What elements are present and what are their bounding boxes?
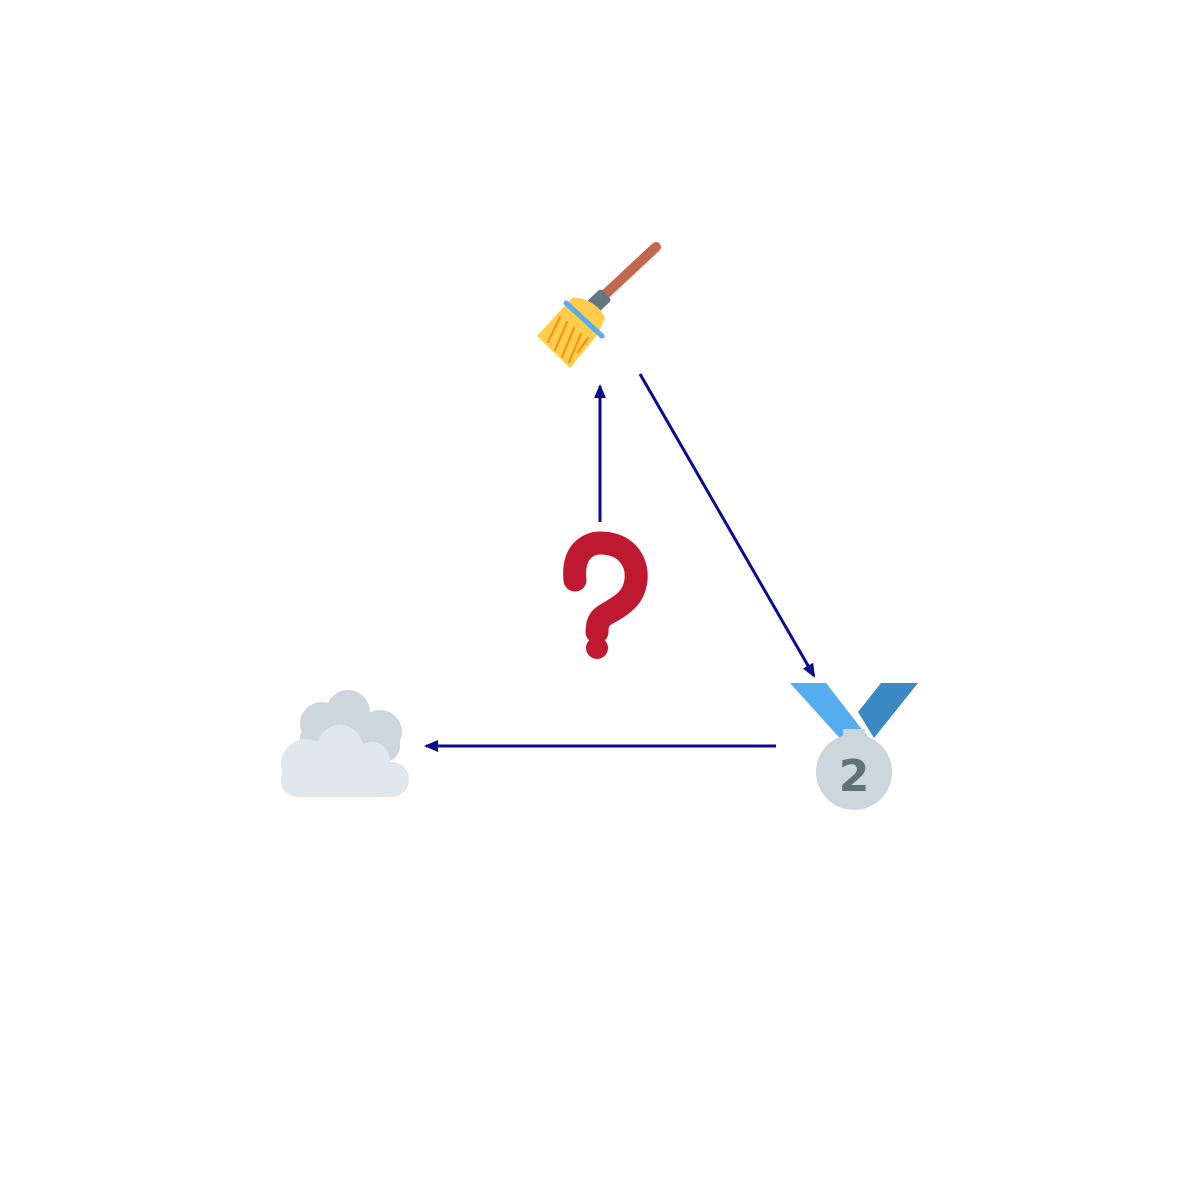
edge-broom-to-medal [638,373,816,678]
broom-icon [537,242,661,368]
cloud-icon [281,690,409,797]
question-mark-icon [563,531,648,659]
second-place-medal-icon: 2 [790,683,918,810]
edges [424,373,816,752]
medal-number: 2 [839,751,870,802]
